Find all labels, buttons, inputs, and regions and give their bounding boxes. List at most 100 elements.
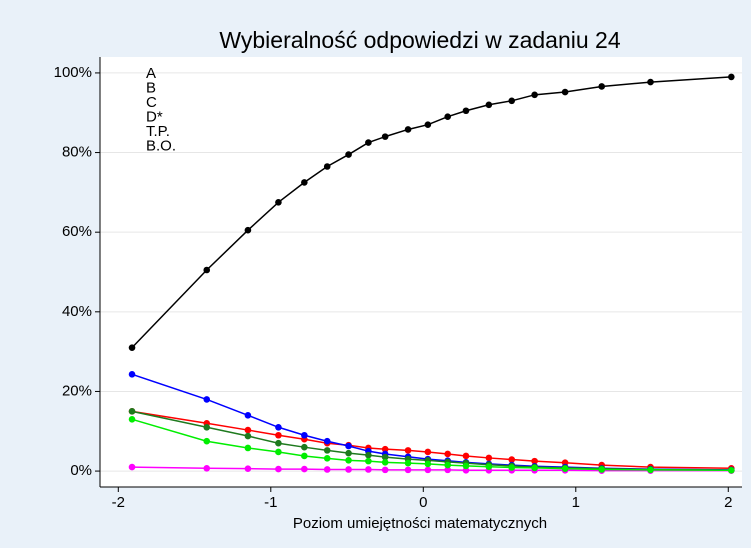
- series-line: [132, 466, 732, 472]
- data-point: [404, 126, 412, 133]
- data-point: [381, 459, 389, 466]
- data-point: [728, 73, 735, 81]
- plot-area: [100, 57, 742, 487]
- data-point: [381, 445, 389, 453]
- data-point: [345, 457, 352, 464]
- data-point: [301, 443, 308, 451]
- data-point: [128, 408, 136, 415]
- data-point: [323, 163, 331, 170]
- data-point: [444, 466, 451, 474]
- legend-label: B: [146, 79, 156, 96]
- data-point: [462, 462, 470, 470]
- series-line: [131, 410, 732, 472]
- y-tick-label: 40%: [62, 303, 92, 320]
- data-point: [485, 454, 493, 462]
- data-point: [444, 113, 451, 121]
- data-point: [728, 466, 735, 474]
- legend-label: T.P.: [146, 123, 170, 140]
- data-point: [244, 226, 252, 234]
- data-point: [462, 107, 470, 115]
- data-point: [345, 449, 352, 457]
- series-line: [131, 410, 732, 470]
- x-tick-label: 1: [572, 494, 580, 511]
- legend-label: B.O.: [146, 137, 176, 154]
- data-point: [275, 431, 282, 439]
- data-point: [275, 423, 282, 431]
- data-point: [424, 121, 432, 128]
- y-tick-label: 0%: [70, 462, 92, 479]
- data-point: [128, 344, 136, 351]
- data-point: [508, 456, 516, 463]
- data-point: [203, 423, 211, 431]
- y-tick-label: 20%: [62, 382, 92, 399]
- data-point: [424, 448, 432, 456]
- data-point: [323, 447, 331, 454]
- data-point: [365, 139, 372, 146]
- data-point: [244, 432, 252, 440]
- data-point: [244, 412, 252, 419]
- data-point: [404, 466, 412, 474]
- data-point: [301, 431, 308, 439]
- data-point: [203, 396, 211, 403]
- data-point: [323, 466, 331, 473]
- series-line: [131, 373, 732, 471]
- data-point: [345, 442, 352, 450]
- data-point: [485, 101, 493, 109]
- data-point: [275, 448, 282, 456]
- data-point: [531, 464, 538, 472]
- data-point: [598, 466, 606, 473]
- data-point: [424, 466, 432, 474]
- data-point: [323, 455, 331, 462]
- data-point: [365, 451, 372, 459]
- data-point: [444, 461, 451, 469]
- data-point: [345, 151, 352, 158]
- data-point: [561, 465, 569, 472]
- data-point: [301, 452, 308, 460]
- x-tick-label: -2: [112, 494, 125, 511]
- x-axis-label: Poziom umiejętności matematycznych: [293, 515, 547, 532]
- legend-label: A: [146, 65, 156, 82]
- data-point: [275, 465, 282, 473]
- data-point: [531, 457, 538, 465]
- series-line: [131, 76, 732, 349]
- y-tick-label: 100%: [54, 64, 92, 81]
- data-point: [444, 450, 451, 458]
- data-point: [203, 437, 211, 445]
- data-point: [345, 466, 352, 473]
- series-line: [131, 418, 732, 472]
- x-tick-label: 0: [419, 494, 427, 511]
- data-point: [365, 457, 372, 465]
- data-point: [381, 453, 389, 461]
- chart-title: Wybieralność odpowiedzi w zadaniu 24: [219, 27, 620, 53]
- y-tick-label: 80%: [62, 144, 92, 161]
- data-point: [561, 88, 569, 96]
- data-point: [485, 463, 493, 470]
- data-point: [128, 416, 136, 423]
- data-point: [647, 466, 654, 474]
- x-tick-label: -1: [264, 494, 277, 511]
- data-point: [323, 437, 331, 445]
- data-point: [531, 91, 538, 99]
- data-point: [244, 465, 252, 472]
- data-point: [275, 439, 282, 447]
- legend-label: C: [146, 94, 157, 111]
- data-point: [203, 266, 211, 274]
- data-point: [244, 426, 252, 434]
- data-point: [275, 199, 282, 206]
- data-point: [365, 466, 372, 473]
- data-point: [404, 447, 412, 454]
- data-point: [244, 444, 252, 452]
- data-point: [301, 465, 308, 473]
- legend-label: D*: [146, 108, 163, 125]
- data-point: [508, 464, 516, 471]
- data-point: [128, 463, 136, 471]
- data-point: [128, 371, 136, 378]
- data-point: [598, 83, 606, 90]
- data-point: [381, 466, 389, 474]
- data-point: [381, 133, 389, 140]
- data-point: [424, 460, 432, 468]
- data-point: [203, 464, 211, 472]
- data-point: [508, 97, 516, 105]
- data-point: [462, 452, 470, 460]
